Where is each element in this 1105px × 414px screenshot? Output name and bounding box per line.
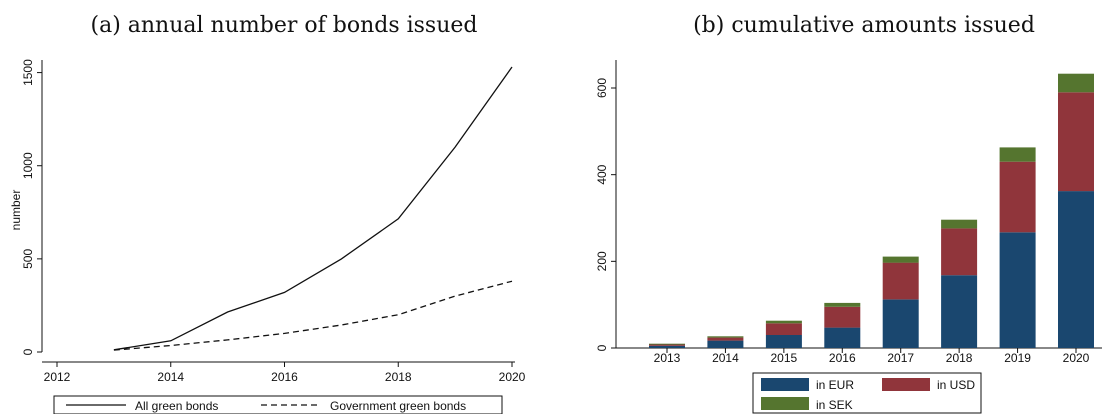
bar-segment-usd-2014 <box>707 337 744 341</box>
legend-swatch-eur <box>761 378 809 391</box>
panel-b-x-tick-label: 2019 <box>1004 351 1031 365</box>
bar-segment-sek-2013 <box>649 343 685 345</box>
legend-label-eur: in EUR <box>816 378 854 392</box>
panel-b-x-ticks: 2013 2014 2015 2016 2017 2018 2019 2020 <box>654 348 1090 365</box>
panel-a-y-tick-label: 500 <box>21 249 35 269</box>
bar-segment-usd-2016 <box>824 306 861 328</box>
bar-segment-eur-2020 <box>1058 191 1094 348</box>
panel-b-x-tick-label: 2016 <box>829 351 856 365</box>
panel-a-x-tick-label: 2016 <box>271 370 298 384</box>
panel-a-series <box>113 66 513 351</box>
legend-swatch-usd <box>882 378 930 391</box>
panel-b-x-tick-label: 2020 <box>1063 351 1090 365</box>
bar-segment-sek-2016 <box>824 302 861 307</box>
panel-b-x-tick-label: 2013 <box>654 351 681 365</box>
bar-segment-sek-2018 <box>941 219 978 229</box>
panel-a-y-axis-label: number <box>9 190 23 231</box>
panel-a-y-ticks: 0 500 1000 1500 <box>21 59 42 355</box>
panel-b-y-tick-label: 600 <box>595 78 609 98</box>
bar-segment-usd-2020 <box>1058 92 1094 192</box>
panel-a-x-ticks: 2012 2014 2016 2018 2020 <box>44 362 526 384</box>
panel-a-y-tick-label: 1000 <box>21 152 35 179</box>
panel-a-y-tick-label: 0 <box>21 348 35 355</box>
legend-label-sek: in SEK <box>816 398 853 412</box>
bar-segment-eur-2016 <box>824 327 861 348</box>
panel-b-y-tick-label: 200 <box>595 251 609 271</box>
bar-segment-sek-2017 <box>882 256 919 263</box>
bar-segment-sek-2019 <box>999 147 1036 162</box>
panel-a-y-tick-label: 1500 <box>21 59 35 86</box>
series-line-government-green-bonds <box>113 280 513 351</box>
panel-a-title: (a) annual number of bonds issued <box>91 13 478 38</box>
legend-label-all-green-bonds: All green bonds <box>135 399 218 413</box>
panel-a-line-chart: (a) annual number of bonds issued number… <box>9 13 526 414</box>
bar-segment-eur-2019 <box>999 232 1036 348</box>
panel-a-legend-box <box>53 395 503 414</box>
bar-segment-sek-2015 <box>765 320 802 324</box>
bar-segment-eur-2015 <box>765 335 802 348</box>
panel-b-x-tick-label: 2015 <box>771 351 798 365</box>
panel-a-x-tick-label: 2018 <box>385 370 412 384</box>
bar-segment-usd-2013 <box>649 344 685 346</box>
panel-b-title: (b) cumulative amounts issued <box>693 13 1035 38</box>
bar-segment-sek-2020 <box>1058 73 1094 93</box>
panel-b-x-tick-label: 2017 <box>887 351 914 365</box>
panel-a-x-tick-label: 2012 <box>44 370 71 384</box>
bar-segment-usd-2018 <box>941 228 978 276</box>
legend-label-usd: in USD <box>937 378 975 392</box>
bar-segment-eur-2014 <box>707 340 744 348</box>
panel-b-bar-chart: (b) cumulative amounts issued 0 200 400 600… <box>595 13 1102 414</box>
panel-a-x-tick-label: 2020 <box>499 370 526 384</box>
panel-b-x-tick-label: 2018 <box>946 351 973 365</box>
bar-segment-usd-2019 <box>999 161 1036 233</box>
panel-a-x-tick-label: 2014 <box>157 370 184 384</box>
panel-b-x-tick-label: 2014 <box>712 351 739 365</box>
series-line-all-green-bonds <box>113 66 513 351</box>
bar-segment-eur-2013 <box>649 345 685 348</box>
panel-b-y-ticks: 0 200 400 600 <box>595 78 616 351</box>
bar-segment-usd-2017 <box>882 262 919 300</box>
legend-label-government-green-bonds: Government green bonds <box>330 399 466 413</box>
panel-b-y-tick-label: 400 <box>595 164 609 184</box>
panel-b-bars <box>649 73 1094 348</box>
legend-swatch-sek <box>761 397 809 410</box>
bar-segment-eur-2018 <box>941 275 978 348</box>
panel-b-y-tick-label: 0 <box>595 344 609 351</box>
bar-segment-eur-2017 <box>882 299 919 348</box>
bar-segment-sek-2014 <box>707 336 744 338</box>
bar-segment-usd-2015 <box>765 323 802 335</box>
